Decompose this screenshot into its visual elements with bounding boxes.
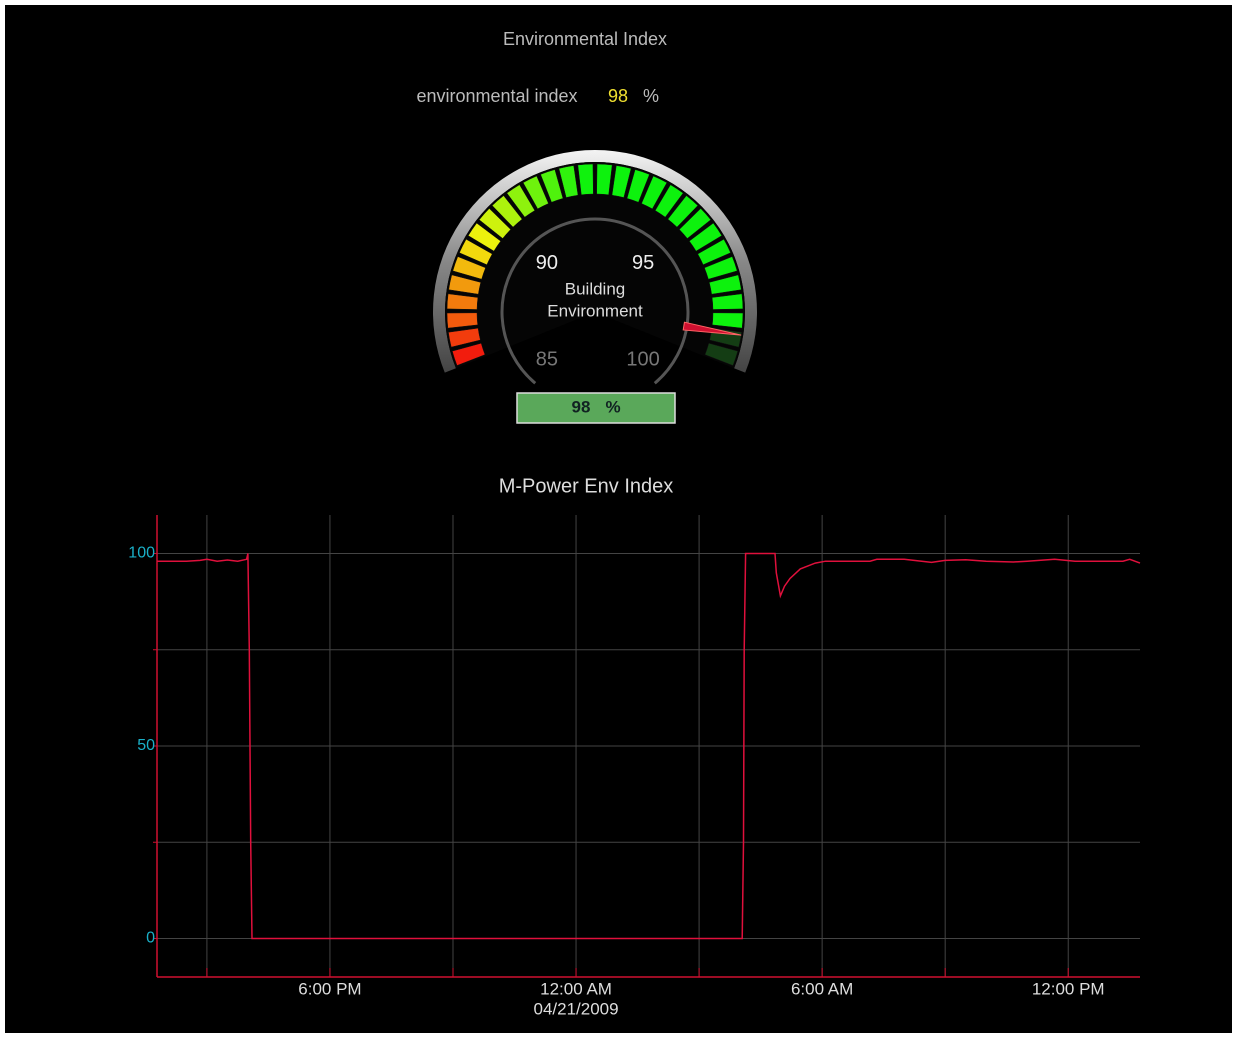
gauge-segment <box>704 256 738 280</box>
gauge-segment <box>678 208 712 239</box>
reading-value: 98 <box>608 86 628 106</box>
gauge: 85 90 95 100 Building Environment <box>433 150 757 385</box>
gauge-segment <box>712 312 744 329</box>
gauge-tick-label: 90 <box>536 252 558 274</box>
gauge-segment <box>452 256 486 280</box>
gauge-segment <box>446 312 478 329</box>
gauge-segment <box>697 238 731 266</box>
gauge-needle <box>682 321 742 336</box>
value-box-unit: % <box>605 397 620 416</box>
gauge-label: Building <box>565 279 626 298</box>
x-tick-label: 12:00 AM <box>540 979 612 998</box>
x-tick-label: 12:00 PM <box>1032 979 1105 998</box>
reading-label: environmental index <box>416 86 577 106</box>
y-tick-label: 0 <box>146 930 155 947</box>
gauge-segment <box>491 195 523 228</box>
page-title: Environmental Index <box>503 29 667 49</box>
gauge-segment <box>448 274 482 295</box>
gauge-face <box>445 162 745 369</box>
gauge-segment <box>667 195 699 228</box>
gauge-segment <box>451 342 486 366</box>
gauge-segment <box>577 163 594 196</box>
y-tick-label: 50 <box>137 737 155 754</box>
x-tick-label: 6:00 AM <box>791 979 853 998</box>
y-tick-label: 100 <box>128 545 155 562</box>
gauge-segment <box>446 293 479 310</box>
gauge-segment <box>459 238 493 266</box>
x-date-label: 04/21/2009 <box>533 999 618 1018</box>
value-box-value: 98 <box>572 397 591 416</box>
x-tick-label: 6:00 PM <box>298 979 361 998</box>
gauge-segment <box>611 165 632 198</box>
gauge-segment <box>506 184 536 218</box>
data-line <box>157 552 1141 940</box>
gauge-label: Environment <box>547 301 643 320</box>
reading-unit: % <box>643 86 659 106</box>
gauge-tick-label: 95 <box>632 252 654 274</box>
gauge-segment <box>711 293 744 310</box>
gauge-segment <box>626 169 650 203</box>
gauge-segment <box>708 274 742 295</box>
chart-title: M-Power Env Index <box>499 475 674 497</box>
gauge-segment <box>688 222 723 252</box>
gauge-segment <box>641 175 668 210</box>
gauge-segment <box>704 342 739 366</box>
gauge-segment <box>596 163 613 196</box>
gauge-segment <box>558 165 579 198</box>
gauge-segment <box>540 169 564 203</box>
gauge-segment <box>448 327 481 348</box>
gauge-segment <box>654 184 684 218</box>
gauge-segment <box>467 222 502 252</box>
gauge-segment <box>522 175 549 210</box>
value-box <box>516 392 676 424</box>
gauge-segment <box>478 208 512 239</box>
gauge-tick-label: 100 <box>626 348 659 370</box>
gauge-tick-label: 85 <box>536 348 558 370</box>
